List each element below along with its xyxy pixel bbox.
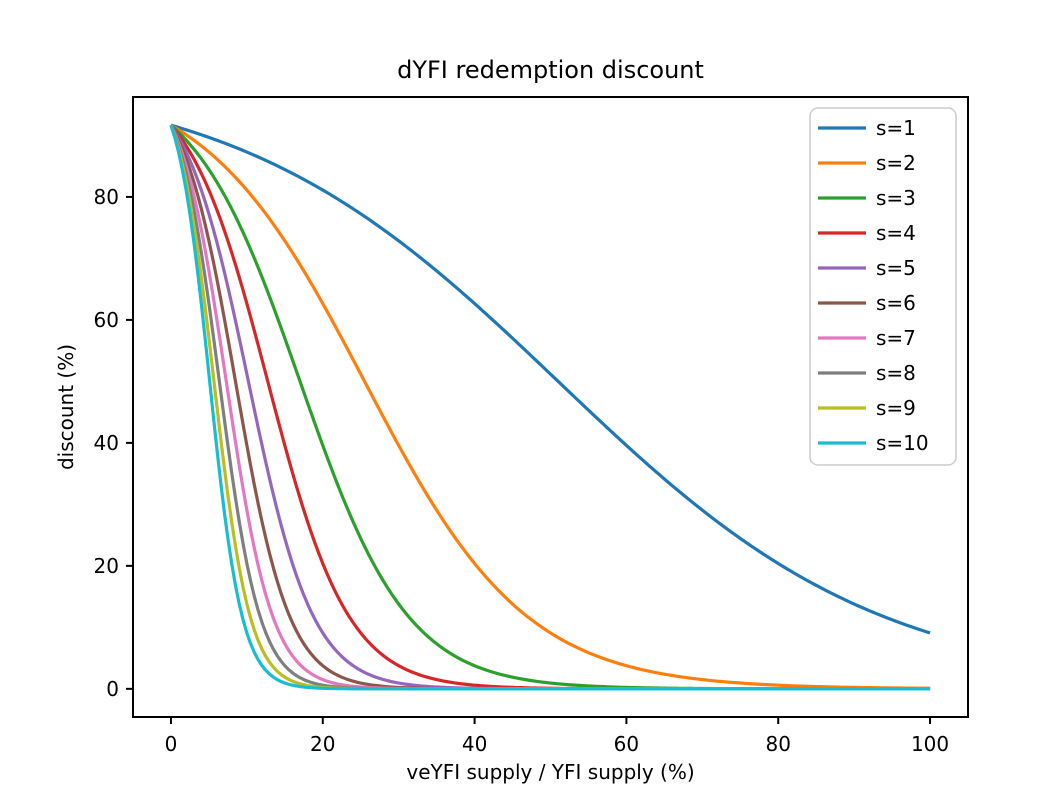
y-tick-label-80: 80 (94, 185, 119, 209)
legend-label-s3: s=3 (876, 186, 916, 210)
x-axis-label: veYFI supply / YFI supply (%) (406, 760, 695, 784)
y-tick-label-0: 0 (106, 677, 119, 701)
legend-entry-s6: s=6 (818, 291, 916, 315)
legend-label-s9: s=9 (876, 396, 916, 420)
legend-label-s1: s=1 (876, 116, 916, 140)
x-tick-label-20: 20 (310, 732, 335, 756)
legend-label-s5: s=5 (876, 256, 916, 280)
series-line-s1 (170, 123, 931, 635)
legend-entry-s1: s=1 (818, 116, 916, 140)
legend-entry-s3: s=3 (818, 186, 916, 210)
x-tick-label-80: 80 (766, 732, 791, 756)
legend-label-s2: s=2 (876, 151, 916, 175)
y-tick-label-60: 60 (94, 308, 119, 332)
legend-label-s8: s=8 (876, 361, 916, 385)
legend-entry-s10: s=10 (818, 431, 929, 455)
legend-label-s4: s=4 (876, 221, 916, 245)
legend-entry-s5: s=5 (818, 256, 916, 280)
legend-entry-s2: s=2 (818, 151, 916, 175)
legend-entry-s8: s=8 (818, 361, 916, 385)
axes-spines (132, 96, 969, 718)
y-tick-label-20: 20 (94, 554, 119, 578)
legend-label-s7: s=7 (876, 326, 916, 350)
y-axis-label: discount (%) (54, 343, 78, 471)
legend: s=1 s=2 s=3 s=4 s=5 s=6 s=7 s=8 s=9 s=10 (809, 107, 957, 466)
x-tick-label-100: 100 (911, 732, 949, 756)
legend-entry-s9: s=9 (818, 396, 916, 420)
legend-label-s6: s=6 (876, 291, 916, 315)
legend-entry-s7: s=7 (818, 326, 916, 350)
series-line-s10 (169, 124, 931, 691)
legend-label-s10: s=10 (876, 431, 929, 455)
x-tick-label-0: 0 (165, 732, 178, 756)
series-line-s2 (170, 123, 931, 690)
y-tick-label-40: 40 (94, 431, 119, 455)
chart-title: dYFI redemption discount (397, 56, 704, 84)
x-tick-label-40: 40 (462, 732, 487, 756)
legend-entry-s4: s=4 (818, 221, 916, 245)
x-tick-label-60: 60 (614, 732, 639, 756)
